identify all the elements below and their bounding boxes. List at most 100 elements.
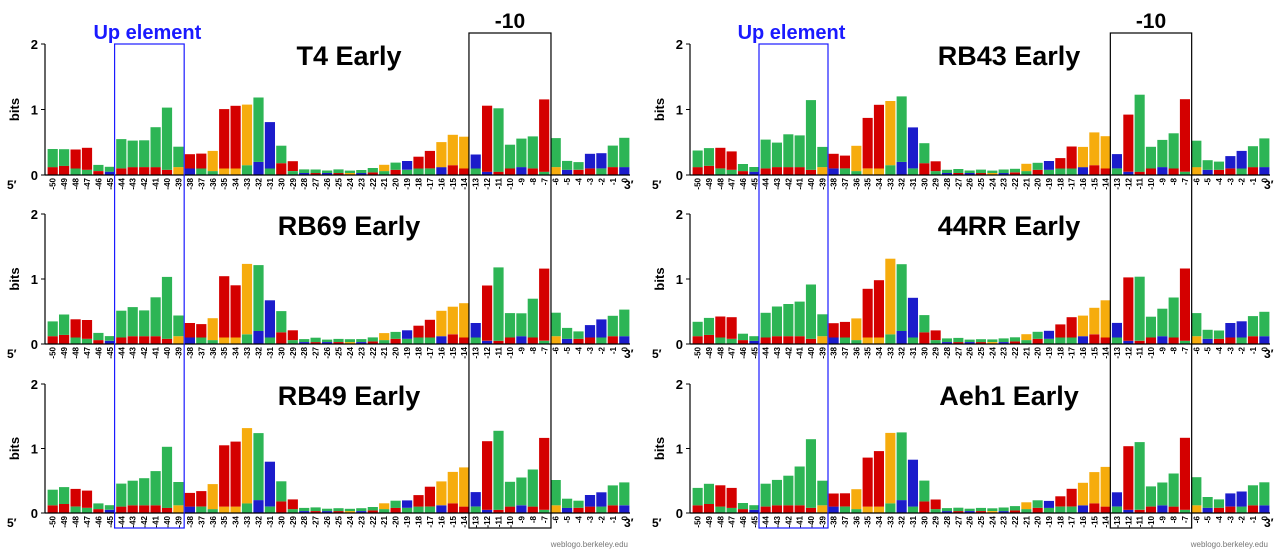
logo-letter-a	[493, 267, 504, 341]
x-tick-label: -6	[1192, 515, 1201, 523]
logo-letter-t	[287, 330, 298, 341]
x-tick-label: -47	[728, 346, 737, 358]
weblogo-credit: weblogo.berkeley.edu	[1190, 540, 1268, 549]
logo-letter-t	[1100, 337, 1111, 344]
logo-letter-t	[93, 509, 104, 513]
logo-letter-a	[356, 339, 367, 342]
logo-letter-t	[161, 338, 173, 344]
logo-letter-t	[930, 330, 941, 341]
x-tick-label: -12	[1124, 346, 1133, 358]
logo-letter-t	[930, 499, 941, 510]
logo-letter-g	[344, 511, 355, 513]
three-prime-label: 3′	[624, 347, 634, 361]
logo-letter-t	[184, 492, 195, 507]
logo-letter-c	[1202, 338, 1213, 344]
x-tick-label: -49	[60, 515, 69, 527]
logo-letter-a	[1213, 161, 1224, 170]
logo-letter-t	[127, 167, 138, 175]
logo-letter-a	[1145, 146, 1156, 169]
y-tick-label: 2	[31, 37, 38, 52]
x-tick-label: -18	[1056, 515, 1065, 527]
logo-letter-a	[104, 166, 115, 172]
logo-letter-c	[184, 506, 195, 514]
logo-letter-t	[919, 332, 930, 344]
logo-letter-a	[919, 143, 930, 164]
x-tick-label: -37	[841, 177, 850, 189]
logo-letter-c	[1157, 336, 1168, 344]
logo-letter-t	[737, 340, 748, 344]
logo-letter-a	[367, 337, 378, 342]
logo-letter-t	[771, 336, 782, 344]
logo-letter-c	[322, 511, 333, 513]
logo-letter-a	[1236, 337, 1247, 344]
y-tick-label: 2	[676, 37, 683, 52]
logo-letter-c	[436, 505, 447, 513]
logo-letter-a	[619, 482, 630, 506]
x-tick-label: -33	[243, 346, 252, 358]
logo-letter-a	[839, 506, 850, 514]
x-tick-label: -33	[886, 177, 895, 189]
x-tick-label: -35	[220, 346, 229, 358]
logo-letter-a	[885, 165, 896, 175]
logo-letter-t	[196, 153, 207, 169]
x-tick-label: -22	[1011, 346, 1020, 358]
logo-letter-t	[692, 336, 703, 344]
logo-letter-t	[527, 506, 538, 514]
x-tick-label: -29	[932, 177, 941, 189]
logo-letter-g	[447, 471, 458, 504]
logo-letter-t	[953, 511, 964, 513]
logo-letter-t	[59, 165, 70, 175]
logo-letter-t	[70, 319, 81, 338]
logo-letter-a	[817, 314, 828, 337]
x-tick-label: -18	[415, 346, 424, 358]
logo-letter-t	[1225, 168, 1236, 175]
logo-letter-g	[1077, 146, 1088, 168]
logo-letter-a	[1179, 509, 1190, 513]
x-tick-label: -9	[1158, 177, 1167, 185]
x-tick-label: -38	[186, 177, 195, 189]
logo-letter-a	[333, 338, 344, 342]
logo-letter-a	[161, 446, 173, 508]
logo-letter-a	[1043, 507, 1054, 513]
logo-letter-t	[287, 499, 298, 510]
logo-letter-a	[1191, 477, 1202, 506]
x-tick-label: -22	[1011, 515, 1020, 527]
logo-letter-t	[116, 506, 127, 514]
logo-letter-a	[1111, 168, 1122, 175]
logo-letter-g	[1100, 300, 1111, 338]
logo-letter-a	[907, 337, 918, 344]
x-tick-label: -44	[117, 177, 126, 189]
logo-letter-a	[333, 169, 344, 174]
x-tick-label: -26	[966, 177, 975, 189]
logo-letter-t	[447, 334, 458, 345]
logo-letter-g	[817, 336, 828, 344]
y-axis-label: bits	[7, 98, 22, 121]
x-tick-label: -36	[209, 515, 218, 527]
x-tick-label: -43	[773, 515, 782, 527]
logo-letter-a	[527, 136, 538, 169]
logo-letter-c	[1111, 492, 1122, 507]
x-tick-label: -20	[392, 515, 401, 527]
logo-letter-a	[896, 96, 907, 162]
logo-letter-a	[390, 500, 401, 508]
x-tick-label: -7	[1181, 177, 1190, 185]
logo-letter-a	[692, 150, 703, 168]
logo-letter-a	[47, 149, 58, 168]
logo-letter-t	[1055, 158, 1066, 169]
x-tick-label: -25	[977, 346, 986, 358]
logo-letter-c	[253, 331, 264, 344]
x-tick-label: -41	[152, 177, 161, 189]
logo-letter-a	[783, 134, 794, 168]
x-tick-label: -16	[1079, 177, 1088, 189]
logo-letter-t	[715, 485, 726, 507]
logo-letter-a	[196, 168, 207, 175]
logo-letter-a	[1032, 162, 1043, 170]
logo-letter-a	[839, 168, 850, 175]
logo-letter-t	[219, 109, 230, 169]
x-tick-label: -39	[818, 346, 827, 358]
logo-letter-t	[794, 167, 805, 175]
logo-letter-t	[573, 507, 584, 513]
logo-letter-a	[851, 171, 862, 175]
logo-letter-a	[59, 314, 70, 335]
